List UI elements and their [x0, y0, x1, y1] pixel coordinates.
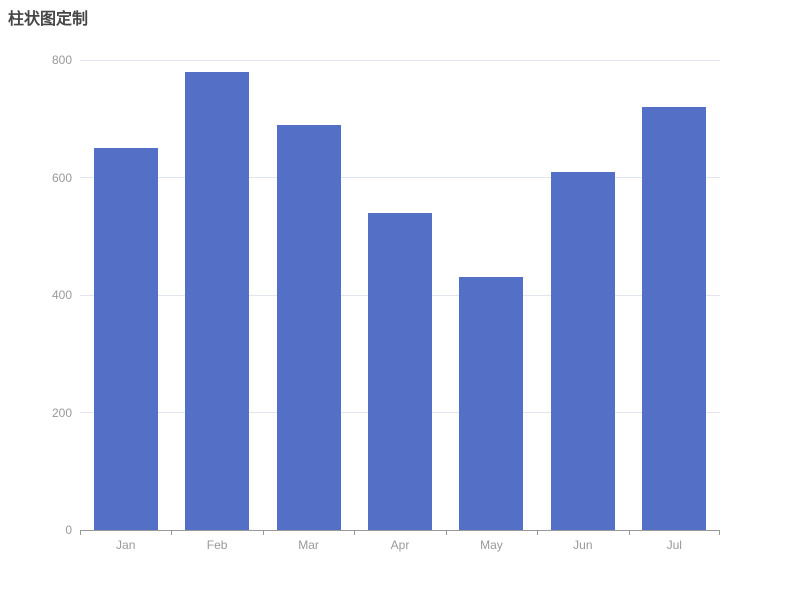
- bar-may[interactable]: [459, 277, 523, 530]
- x-axis-line: [80, 530, 720, 531]
- x-axis-label-feb: Feb: [206, 538, 228, 552]
- bar-apr[interactable]: [368, 213, 432, 530]
- y-axis-label-800: 800: [51, 53, 72, 67]
- y-axis-label-0: 0: [65, 523, 72, 537]
- plot-area: 0 200 400 600 800 Jan Feb Mar Apr May Jun Jul: [52, 54, 720, 551]
- grid-line-600: [80, 177, 720, 178]
- bar-mar[interactable]: [277, 125, 341, 530]
- bar-feb[interactable]: [185, 72, 249, 530]
- bar-jan[interactable]: [94, 148, 158, 530]
- x-axis-tick: [171, 530, 172, 535]
- bar-jul[interactable]: [642, 107, 706, 530]
- x-axis-tick: [629, 530, 630, 535]
- x-axis-label-jul: Jul: [666, 538, 682, 552]
- x-axis-label-jan: Jan: [116, 538, 136, 552]
- x-axis-tick: [537, 530, 538, 535]
- y-axis-label-600: 600: [51, 170, 72, 185]
- y-axis-label-400: 400: [51, 288, 72, 302]
- chart-title: 柱状图定制: [8, 11, 89, 28]
- x-axis-tick: [446, 530, 447, 535]
- bar-jun[interactable]: [551, 172, 615, 530]
- grid-line-800: [80, 59, 720, 61]
- x-axis-tick: [354, 530, 355, 535]
- x-axis-label-mar: Mar: [298, 538, 319, 552]
- x-axis-tick: [80, 530, 81, 535]
- y-axis-label-200: 200: [51, 405, 72, 420]
- x-axis-label-jun: Jun: [573, 538, 593, 552]
- x-axis-label-apr: Apr: [390, 538, 410, 552]
- x-axis-label-may: May: [480, 538, 503, 552]
- x-axis-tick: [263, 530, 264, 535]
- x-axis-tick: [719, 530, 720, 535]
